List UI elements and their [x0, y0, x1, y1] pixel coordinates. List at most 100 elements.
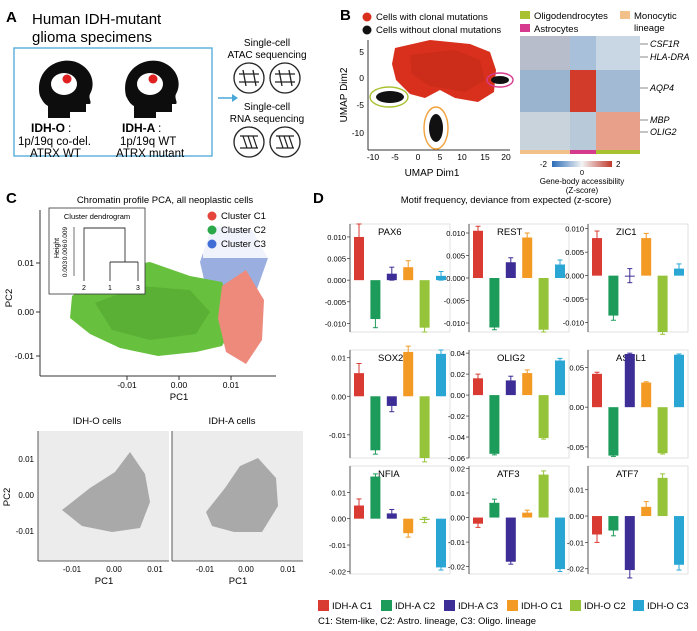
y-tick-label: -0.010 — [325, 319, 346, 328]
bar-idh-a-c2 — [608, 275, 619, 316]
y-tick-label: -0.005 — [444, 297, 465, 306]
rna-line2: RNA sequencing — [230, 114, 305, 125]
legend-lineage: lineage — [634, 23, 665, 34]
motif-title: PAX6 — [378, 227, 402, 238]
legend-idha-c1: IDH-A C1 — [332, 601, 372, 612]
y-tick-label: 0.01 — [450, 489, 465, 498]
legend-oligodendrocytes: Oligodendrocytes — [534, 11, 608, 22]
legend-idho-c1: IDH-O C1 — [521, 601, 563, 612]
y-tick-label: 0.01 — [569, 486, 584, 495]
umap-oligo-cluster — [491, 76, 509, 84]
colorbar-max: 2 — [616, 160, 621, 169]
bar-idh-a-c3 — [505, 517, 516, 562]
colorbar-min: -2 — [540, 160, 548, 169]
motif-panel-sox2: SOX2 0.01 0.00 -0.01 — [329, 345, 451, 463]
legend-monocytic-swatch — [620, 11, 630, 19]
y-tick-label: -0.04 — [448, 433, 465, 442]
dendro-leaves: 2 1 3 — [82, 285, 140, 292]
umap-magenta-ring — [486, 72, 514, 88]
legend-without-label: Cells without clonal mutations — [376, 25, 501, 36]
legend-astrocytes-swatch — [520, 24, 530, 32]
y-tick-label: 0.00 — [569, 512, 584, 521]
y-tick-label: 0.02 — [450, 464, 465, 473]
motif-panel-olig2: OLIG2 0.04 0.02 0.00 -0.02 -0.04 -0.06 — [448, 349, 570, 463]
y-tick-label: 0.005 — [565, 248, 584, 257]
legend-swatch-idha-c1 — [318, 600, 329, 611]
y-tick-label: 0.04 — [450, 349, 465, 358]
bar-idh-o-c2 — [538, 395, 549, 439]
panel-b-letter: B — [340, 7, 351, 24]
y-tick-label: -0.01 — [448, 538, 465, 547]
legend-oligodendrocytes-swatch — [520, 11, 530, 19]
svg-text:-0.01: -0.01 — [16, 527, 35, 536]
y-tick-label: 0.00 — [331, 515, 346, 524]
arrow-right-icon — [218, 94, 238, 102]
y-tick-label: -0.02 — [448, 412, 465, 421]
colorbar-mid: 0 — [580, 168, 584, 177]
svg-text:HLA-DRA: HLA-DRA — [650, 52, 690, 62]
idha-colon: : — [158, 121, 161, 135]
bar-idh-o-c3 — [436, 518, 446, 568]
y-tick-label: 0.010 — [565, 225, 584, 234]
motif-panel-ascl1: ASCL10.050.00-0.05 — [567, 349, 689, 459]
atac-line1: Single-cell — [244, 38, 290, 49]
cluster-legend: Cluster C1 Cluster C2 Cluster C3 — [203, 208, 281, 258]
idho-pca-xlabel: PC1 — [95, 576, 113, 587]
legend-idho-c2: IDH-O C2 — [584, 601, 626, 612]
y-tick-label: 0.005 — [327, 255, 346, 264]
svg-text:0.01: 0.01 — [147, 565, 163, 574]
svg-text:-10: -10 — [352, 128, 365, 138]
idho-pca-plot: IDH-O cells -0.01 0.00 0.01 0.01 0.00 -0… — [2, 416, 169, 587]
legend-astrocytes: Astrocytes — [534, 24, 579, 35]
umap-clonal-core — [410, 50, 485, 92]
idho-pca-yticks: 0.01 0.00 -0.01 — [16, 455, 35, 536]
idha-pca-xlabel: PC1 — [229, 576, 247, 587]
bar-idh-a-c2 — [370, 476, 381, 519]
svg-text:0.00: 0.00 — [238, 565, 254, 574]
motif-legend: IDH-A C1 IDH-A C2 IDH-A C3 IDH-O C1 IDH-… — [318, 600, 689, 627]
umap-xticks: -10 -5 0 5 10 15 20 — [367, 152, 511, 162]
idha-pca-plot: IDH-A cells -0.01 0.00 0.01 PC1 — [171, 416, 303, 587]
legend-swatch-idha-c3 — [444, 600, 455, 611]
bar-idh-o-c1 — [403, 351, 414, 397]
bar-idh-a-c2 — [489, 278, 500, 328]
bar-idh-a-c2 — [489, 502, 500, 518]
motif-title: OLIG2 — [497, 353, 525, 364]
motif-title: ATF3 — [497, 469, 520, 480]
bar-idh-a-c1 — [354, 236, 364, 281]
svg-text:1: 1 — [108, 285, 112, 292]
svg-text:0.00: 0.00 — [171, 380, 188, 390]
y-tick-label: 0.00 — [569, 403, 584, 412]
pca-c2-core — [95, 286, 210, 340]
legend-swatch-idha-c2 — [381, 600, 392, 611]
bar-idh-o-c1 — [403, 518, 414, 534]
svg-text:0.00: 0.00 — [17, 307, 34, 317]
colorbar-label-1: Gene-body accessibility — [540, 177, 624, 186]
pca-yticks: 0.01 0.00 -0.01 — [15, 258, 40, 361]
bar-idh-a-c2 — [608, 407, 619, 456]
bar-idh-o-c1 — [641, 238, 652, 276]
svg-text:-5: -5 — [356, 100, 364, 110]
idho-colon: : — [68, 121, 71, 135]
legend-note: C1: Stem-like, C2: Astro. lineage, C3: O… — [318, 616, 536, 627]
svg-text:0.00: 0.00 — [18, 491, 34, 500]
y-tick-label: 0.000 — [327, 276, 346, 285]
svg-text:3: 3 — [136, 285, 140, 292]
dendro-yticks: 0.009 0.006 0.003 — [62, 226, 69, 277]
y-tick-label: 0.05 — [569, 363, 584, 372]
y-tick-label: -0.010 — [444, 319, 465, 328]
panel-b: B Cells with clonal mutations Cells with… — [339, 7, 690, 195]
legend-monocytic: Monocytic — [634, 11, 677, 22]
bar-idh-o-c2 — [657, 407, 668, 454]
umap-xlabel: UMAP Dim1 — [405, 168, 460, 179]
pca-ylabel: PC2 — [4, 289, 15, 307]
legend-with-label: Cells with clonal mutations — [376, 12, 488, 23]
idho-line2: ATRX WT — [30, 148, 81, 160]
motif-title: NFIA — [378, 469, 400, 480]
svg-text:5: 5 — [359, 47, 364, 57]
panel-a-letter: A — [6, 9, 17, 26]
bar-idh-o-c1 — [641, 382, 652, 408]
y-tick-label: 0.02 — [450, 370, 465, 379]
y-tick-label: 0.00 — [450, 391, 465, 400]
atac-seq-icon-1 — [233, 62, 265, 94]
